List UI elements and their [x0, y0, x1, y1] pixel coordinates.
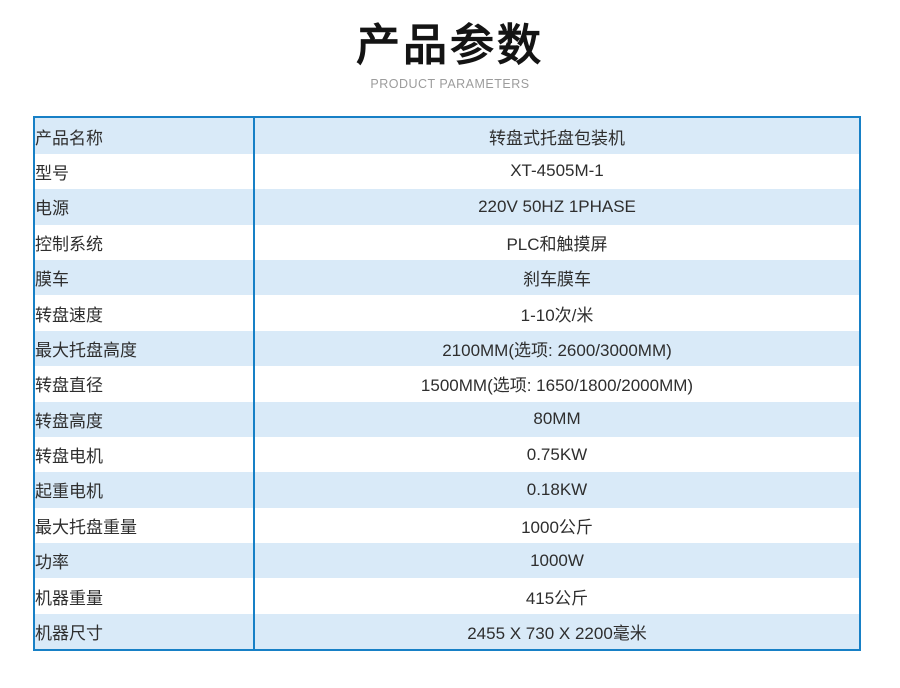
parameter-value: 1000W: [530, 550, 584, 570]
parameter-label: 膜车: [34, 259, 255, 296]
parameter-value: 0.18KW: [526, 479, 588, 499]
parameter-label: 转盘高度: [34, 401, 255, 437]
table-row: 控制系统 PLC和触摸屏: [34, 224, 860, 260]
parameter-label: 转盘电机: [34, 436, 255, 473]
table-row: 机器尺寸 2455 X 730 X 2200毫米: [34, 613, 860, 651]
parameter-label: 型号: [34, 153, 255, 190]
parameter-value: 0.75KW: [526, 444, 588, 464]
table-row: 膜车 刹车膜车: [34, 259, 860, 296]
parameter-value: 2100MM(选项: 2600/3000MM): [442, 340, 672, 360]
parameter-label: 机器尺寸: [34, 613, 255, 651]
page-subtitle: PRODUCT PARAMETERS: [370, 77, 530, 92]
table-row: 机器重量 415公斤: [34, 578, 860, 614]
parameter-label: 机器重量: [34, 578, 255, 614]
parameter-label: 产品名称: [34, 117, 255, 154]
parameter-value: 刹车膜车: [523, 270, 591, 290]
parameter-label: 转盘直径: [34, 366, 255, 402]
parameter-value: 1-10次/米: [520, 305, 594, 325]
parameter-value: 1000公斤: [521, 517, 593, 537]
parameter-value: 220V 50HZ 1PHASE: [478, 196, 636, 216]
parameters-table: 产品名称 转盘式托盘包装机型号 XT-4505M-1 电源 220V 50HZ 1PHA…: [33, 116, 861, 652]
table-row: 转盘电机 0.75KW: [34, 436, 860, 473]
parameter-value: 415公斤: [525, 588, 589, 608]
table-row: 功率 1000W: [34, 543, 860, 579]
parameter-label: 转盘速度: [34, 295, 255, 331]
table-row: 最大托盘高度 2100MM(选项: 2600/3000MM): [34, 330, 860, 367]
parameter-value: 80MM: [533, 409, 581, 429]
table-row: 转盘直径 1500MM(选项: 1650/1800/2000MM): [34, 366, 860, 402]
parameter-label: 最大托盘重量: [34, 507, 255, 544]
table-row: 电源 220V 50HZ 1PHASE: [34, 189, 860, 225]
table-row: 型号 XT-4505M-1: [34, 153, 860, 190]
parameter-value: 2455 X 730 X 2200毫米: [467, 624, 647, 644]
page-header: 产品参数 PRODUCT PARAMETERS: [0, 0, 900, 91]
parameter-value: PLC和触摸屏: [506, 234, 608, 254]
table-row: 转盘高度 80MM: [34, 401, 860, 437]
page-title: 产品参数: [356, 21, 544, 70]
table-row: 最大托盘重量 1000公斤: [34, 507, 860, 544]
table-row: 产品名称 转盘式托盘包装机: [34, 117, 860, 154]
parameter-label: 电源: [34, 189, 255, 225]
parameter-value: 1500MM(选项: 1650/1800/2000MM): [420, 376, 694, 396]
parameter-label: 功率: [34, 543, 255, 579]
parameter-value: 转盘式托盘包装机: [489, 128, 625, 148]
parameter-label: 起重电机: [34, 472, 255, 508]
parameter-label: 最大托盘高度: [34, 330, 255, 367]
parameter-label: 控制系统: [34, 224, 255, 260]
parameter-value: XT-4505M-1: [510, 161, 604, 181]
table-row: 转盘速度 1-10次/米: [34, 295, 860, 331]
table-row: 起重电机 0.18KW: [34, 472, 860, 508]
